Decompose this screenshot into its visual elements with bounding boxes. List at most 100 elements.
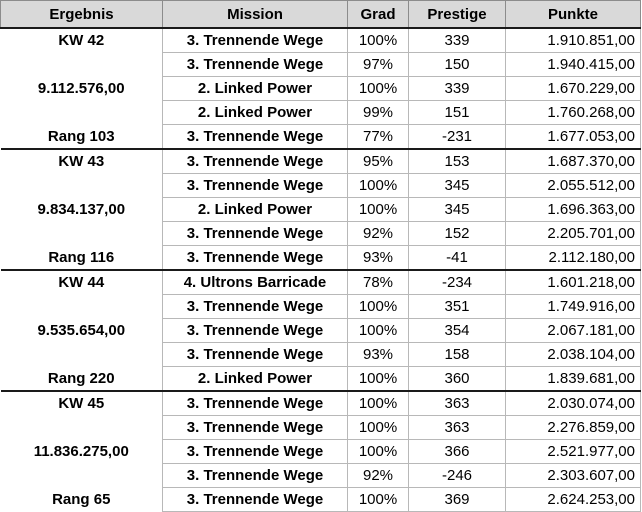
prestige-cell[interactable]: 158 bbox=[408, 342, 506, 367]
punkte-cell[interactable]: 1.687.370,00 bbox=[505, 148, 641, 174]
ergebnis-cell[interactable] bbox=[0, 221, 163, 246]
ergebnis-cell[interactable] bbox=[0, 294, 163, 319]
header-mission[interactable]: Mission bbox=[162, 0, 348, 29]
mission-cell[interactable]: 3. Trennende Wege bbox=[162, 221, 348, 246]
grad-cell[interactable]: 100% bbox=[347, 366, 409, 392]
grad-cell[interactable]: 93% bbox=[347, 245, 409, 271]
grad-cell[interactable]: 100% bbox=[347, 318, 409, 343]
punkte-cell[interactable]: 2.030.074,00 bbox=[505, 390, 641, 416]
prestige-cell[interactable]: 345 bbox=[408, 173, 506, 198]
grad-cell[interactable]: 93% bbox=[347, 342, 409, 367]
mission-cell[interactable]: 3. Trennende Wege bbox=[162, 415, 348, 440]
mission-cell[interactable]: 3. Trennende Wege bbox=[162, 245, 348, 271]
header-ergebnis[interactable]: Ergebnis bbox=[0, 0, 163, 29]
mission-cell[interactable]: 3. Trennende Wege bbox=[162, 318, 348, 343]
ergebnis-cell[interactable]: KW 45 bbox=[0, 390, 163, 416]
punkte-cell[interactable]: 2.055.512,00 bbox=[505, 173, 641, 198]
punkte-cell[interactable]: 2.624.253,00 bbox=[505, 487, 641, 512]
mission-cell[interactable]: 4. Ultrons Barricade bbox=[162, 269, 348, 295]
prestige-cell[interactable]: 345 bbox=[408, 197, 506, 222]
mission-cell[interactable]: 2. Linked Power bbox=[162, 197, 348, 222]
prestige-cell[interactable]: 339 bbox=[408, 76, 506, 101]
grad-cell[interactable]: 100% bbox=[347, 28, 409, 53]
prestige-cell[interactable]: 354 bbox=[408, 318, 506, 343]
grad-cell[interactable]: 78% bbox=[347, 269, 409, 295]
prestige-cell[interactable]: 366 bbox=[408, 439, 506, 464]
grad-cell[interactable]: 97% bbox=[347, 52, 409, 77]
prestige-cell[interactable]: 151 bbox=[408, 100, 506, 125]
header-prestige[interactable]: Prestige bbox=[408, 0, 506, 29]
grad-cell[interactable]: 100% bbox=[347, 415, 409, 440]
header-punkte[interactable]: Punkte bbox=[505, 0, 641, 29]
grad-cell[interactable]: 100% bbox=[347, 294, 409, 319]
mission-cell[interactable]: 3. Trennende Wege bbox=[162, 439, 348, 464]
prestige-cell[interactable]: 360 bbox=[408, 366, 506, 392]
punkte-cell[interactable]: 1.839.681,00 bbox=[505, 366, 641, 392]
ergebnis-cell[interactable] bbox=[0, 52, 163, 77]
prestige-cell[interactable]: 369 bbox=[408, 487, 506, 512]
grad-cell[interactable]: 100% bbox=[347, 487, 409, 512]
grad-cell[interactable]: 100% bbox=[347, 76, 409, 101]
header-grad[interactable]: Grad bbox=[347, 0, 409, 29]
grad-cell[interactable]: 77% bbox=[347, 124, 409, 150]
punkte-cell[interactable]: 2.303.607,00 bbox=[505, 463, 641, 488]
prestige-cell[interactable]: -41 bbox=[408, 245, 506, 271]
ergebnis-cell[interactable]: 9.834.137,00 bbox=[0, 197, 163, 222]
grad-cell[interactable]: 99% bbox=[347, 100, 409, 125]
ergebnis-cell[interactable] bbox=[0, 463, 163, 488]
punkte-cell[interactable]: 1.601.218,00 bbox=[505, 269, 641, 295]
mission-cell[interactable]: 3. Trennende Wege bbox=[162, 342, 348, 367]
mission-cell[interactable]: 3. Trennende Wege bbox=[162, 124, 348, 150]
ergebnis-cell[interactable] bbox=[0, 342, 163, 367]
grad-cell[interactable]: 100% bbox=[347, 439, 409, 464]
prestige-cell[interactable]: 339 bbox=[408, 28, 506, 53]
prestige-cell[interactable]: 153 bbox=[408, 148, 506, 174]
grad-cell[interactable]: 95% bbox=[347, 148, 409, 174]
prestige-cell[interactable]: -234 bbox=[408, 269, 506, 295]
prestige-cell[interactable]: 152 bbox=[408, 221, 506, 246]
ergebnis-cell[interactable]: 9.112.576,00 bbox=[0, 76, 163, 101]
mission-cell[interactable]: 3. Trennende Wege bbox=[162, 463, 348, 488]
punkte-cell[interactable]: 1.749.916,00 bbox=[505, 294, 641, 319]
ergebnis-cell[interactable]: Rang 103 bbox=[0, 124, 163, 149]
mission-cell[interactable]: 2. Linked Power bbox=[162, 76, 348, 101]
mission-cell[interactable]: 2. Linked Power bbox=[162, 100, 348, 125]
punkte-cell[interactable]: 1.670.229,00 bbox=[505, 76, 641, 101]
punkte-cell[interactable]: 2.038.104,00 bbox=[505, 342, 641, 367]
mission-cell[interactable]: 3. Trennende Wege bbox=[162, 294, 348, 319]
punkte-cell[interactable]: 1.910.851,00 bbox=[505, 28, 641, 53]
grad-cell[interactable]: 92% bbox=[347, 463, 409, 488]
grad-cell[interactable]: 92% bbox=[347, 221, 409, 246]
mission-cell[interactable]: 3. Trennende Wege bbox=[162, 487, 348, 512]
punkte-cell[interactable]: 2.112.180,00 bbox=[505, 245, 641, 271]
ergebnis-cell[interactable]: KW 43 bbox=[0, 148, 163, 174]
grad-cell[interactable]: 100% bbox=[347, 197, 409, 222]
punkte-cell[interactable]: 1.760.268,00 bbox=[505, 100, 641, 125]
prestige-cell[interactable]: 351 bbox=[408, 294, 506, 319]
mission-cell[interactable]: 3. Trennende Wege bbox=[162, 173, 348, 198]
punkte-cell[interactable]: 2.205.701,00 bbox=[505, 221, 641, 246]
ergebnis-cell[interactable]: KW 44 bbox=[0, 269, 163, 295]
mission-cell[interactable]: 3. Trennende Wege bbox=[162, 52, 348, 77]
grad-cell[interactable]: 100% bbox=[347, 390, 409, 416]
mission-cell[interactable]: 3. Trennende Wege bbox=[162, 390, 348, 416]
ergebnis-cell[interactable]: Rang 65 bbox=[0, 487, 163, 512]
ergebnis-cell[interactable]: Rang 116 bbox=[0, 245, 163, 270]
punkte-cell[interactable]: 2.521.977,00 bbox=[505, 439, 641, 464]
prestige-cell[interactable]: 363 bbox=[408, 415, 506, 440]
ergebnis-cell[interactable]: 11.836.275,00 bbox=[0, 439, 163, 464]
prestige-cell[interactable]: -231 bbox=[408, 124, 506, 150]
prestige-cell[interactable]: 150 bbox=[408, 52, 506, 77]
grad-cell[interactable]: 100% bbox=[347, 173, 409, 198]
punkte-cell[interactable]: 2.067.181,00 bbox=[505, 318, 641, 343]
ergebnis-cell[interactable]: Rang 220 bbox=[0, 366, 163, 391]
ergebnis-cell[interactable]: 9.535.654,00 bbox=[0, 318, 163, 343]
punkte-cell[interactable]: 2.276.859,00 bbox=[505, 415, 641, 440]
prestige-cell[interactable]: -246 bbox=[408, 463, 506, 488]
ergebnis-cell[interactable] bbox=[0, 173, 163, 198]
mission-cell[interactable]: 3. Trennende Wege bbox=[162, 148, 348, 174]
punkte-cell[interactable]: 1.696.363,00 bbox=[505, 197, 641, 222]
punkte-cell[interactable]: 1.677.053,00 bbox=[505, 124, 641, 150]
ergebnis-cell[interactable] bbox=[0, 100, 163, 125]
ergebnis-cell[interactable]: KW 42 bbox=[0, 28, 163, 53]
